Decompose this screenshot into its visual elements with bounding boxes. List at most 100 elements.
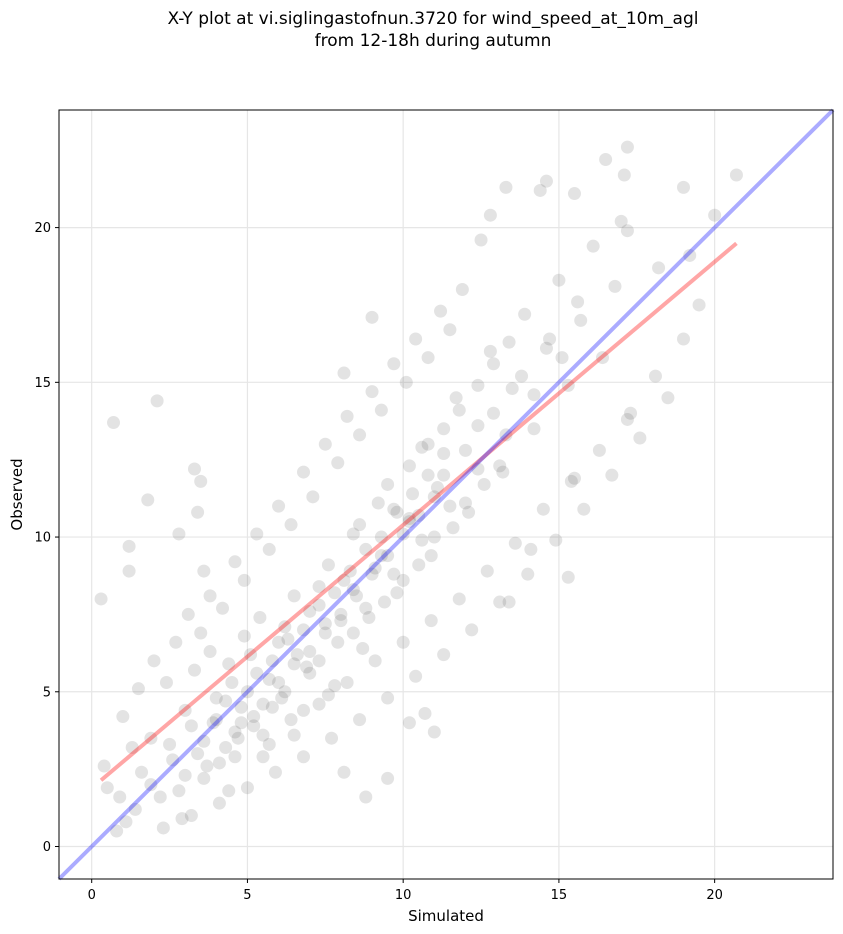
data-point <box>496 465 510 479</box>
data-point <box>166 753 180 767</box>
data-point <box>648 369 662 383</box>
data-point <box>483 208 497 222</box>
data-point <box>608 279 622 293</box>
data-point <box>234 716 248 730</box>
data-point <box>150 394 164 408</box>
data-point <box>337 573 351 587</box>
data-point <box>100 781 114 795</box>
data-point <box>131 682 145 696</box>
data-point <box>502 595 516 609</box>
data-point <box>250 666 264 680</box>
data-points <box>94 140 743 838</box>
data-point <box>539 341 553 355</box>
data-point <box>340 675 354 689</box>
data-point <box>567 187 581 201</box>
data-point <box>191 747 205 761</box>
data-point <box>486 406 500 420</box>
data-point <box>228 750 242 764</box>
data-point <box>381 549 395 563</box>
data-point <box>247 710 261 724</box>
data-point <box>458 496 472 510</box>
data-point <box>409 332 423 346</box>
x-tick-label: 20 <box>706 888 723 903</box>
data-point <box>203 589 217 603</box>
data-point <box>163 737 177 751</box>
data-point <box>278 620 292 634</box>
data-point <box>240 685 254 699</box>
data-point <box>387 357 401 371</box>
data-point <box>343 564 357 578</box>
data-point <box>181 607 195 621</box>
data-point <box>359 542 373 556</box>
data-point <box>303 666 317 680</box>
data-point <box>262 737 276 751</box>
data-point <box>175 812 189 826</box>
data-point <box>596 351 610 365</box>
data-point <box>477 477 491 491</box>
data-point <box>340 409 354 423</box>
data-point <box>427 490 441 504</box>
data-point <box>539 174 553 188</box>
data-point <box>222 784 236 798</box>
data-point <box>437 446 451 460</box>
data-point <box>586 239 600 253</box>
data-point <box>571 295 585 309</box>
data-point <box>231 731 245 745</box>
data-point <box>303 604 317 618</box>
data-point <box>337 366 351 380</box>
data-point <box>287 589 301 603</box>
data-point <box>331 456 345 470</box>
data-point <box>353 713 367 727</box>
data-point <box>141 493 155 507</box>
chart-title-line-2: from 12-18h during autumn <box>314 31 552 51</box>
data-point <box>505 382 519 396</box>
data-point <box>483 344 497 358</box>
x-tick-label: 15 <box>551 888 568 903</box>
x-tick-label: 10 <box>395 888 412 903</box>
data-point <box>169 635 183 649</box>
x-axis-label: Simulated <box>408 907 484 925</box>
data-point <box>524 542 538 556</box>
data-point <box>427 725 441 739</box>
data-point <box>349 589 363 603</box>
data-point <box>402 511 416 525</box>
data-point <box>346 626 360 640</box>
data-point <box>729 168 743 182</box>
data-point <box>515 369 529 383</box>
data-point <box>368 654 382 668</box>
data-point <box>110 824 124 838</box>
x-tick-label: 0 <box>88 888 96 903</box>
data-point <box>424 614 438 628</box>
data-point <box>381 771 395 785</box>
data-point <box>633 431 647 445</box>
data-point <box>521 567 535 581</box>
data-point <box>620 140 634 154</box>
data-point <box>617 168 631 182</box>
data-point <box>365 567 379 581</box>
data-point <box>374 403 388 417</box>
data-point <box>156 821 170 835</box>
data-point <box>278 685 292 699</box>
data-point <box>290 648 304 662</box>
data-point <box>184 809 198 823</box>
data-point <box>250 527 264 541</box>
data-point <box>552 273 566 287</box>
data-point <box>197 564 211 578</box>
data-point <box>297 703 311 717</box>
data-point <box>599 153 613 167</box>
data-point <box>272 635 286 649</box>
data-point <box>412 558 426 572</box>
data-point <box>318 437 332 451</box>
chart-title-line-1: X-Y plot at vi.siglingastofnun.3720 for … <box>167 9 699 29</box>
data-point <box>624 406 638 420</box>
y-axis-label: Observed <box>8 458 26 530</box>
data-point <box>318 626 332 640</box>
data-point <box>172 784 186 798</box>
identity-line <box>57 108 835 881</box>
data-point <box>334 614 348 628</box>
data-point <box>486 357 500 371</box>
data-point <box>362 611 376 625</box>
data-point <box>437 468 451 482</box>
data-point <box>209 691 223 705</box>
data-point <box>415 440 429 454</box>
